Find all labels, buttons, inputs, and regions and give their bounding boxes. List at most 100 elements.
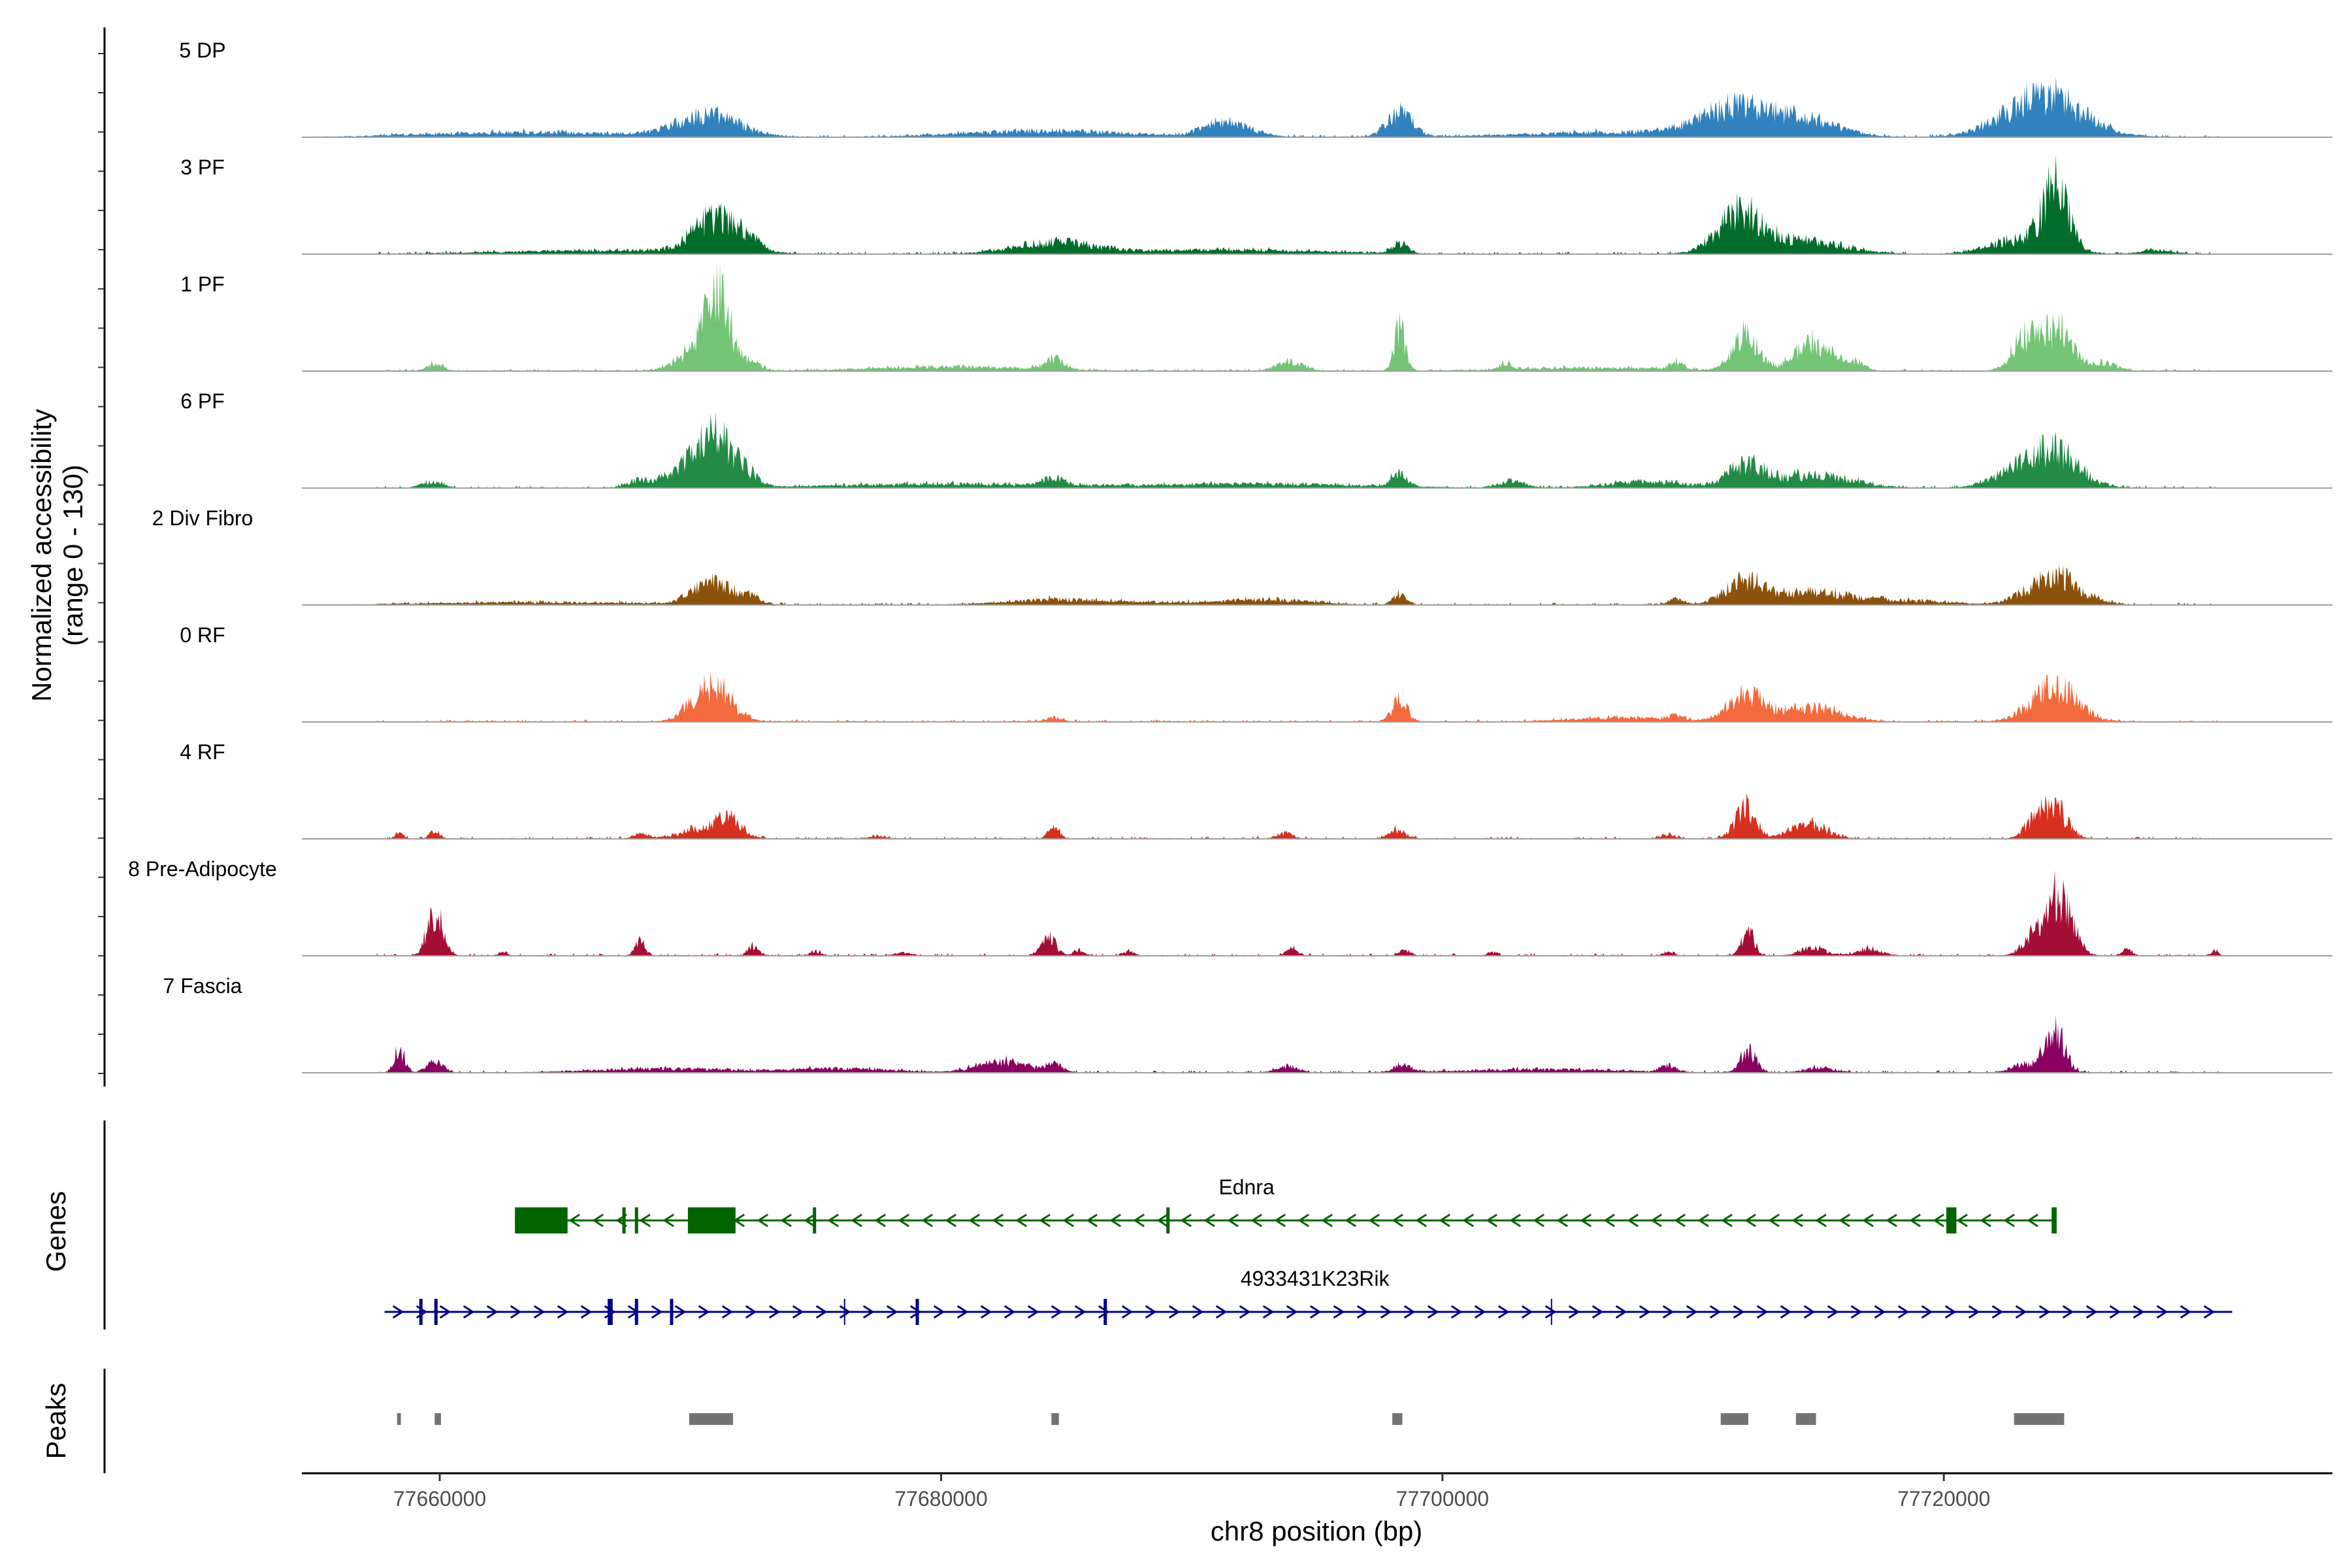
strand-arrow: [2038, 1305, 2051, 1319]
strand-arrow: [1356, 1305, 1369, 1319]
strand-arrow: [1815, 1213, 1827, 1228]
strand-arrow: [1991, 1305, 2004, 1319]
track-3-pf: 3 PF: [180, 154, 2332, 255]
strand-arrow: [510, 1305, 522, 1319]
strand-arrow: [580, 1305, 593, 1319]
coverage-area: [302, 564, 2332, 605]
track-label: 3 PF: [180, 155, 225, 179]
strand-arrow: [1345, 1213, 1356, 1228]
strand-arrow: [992, 1213, 1004, 1228]
strand-arrow: [1768, 1213, 1780, 1228]
genes-panel-label: Genes: [41, 1191, 71, 1272]
strand-arrow: [886, 1305, 898, 1319]
peak-region: [2014, 1413, 2065, 1425]
x-axis-title: chr8 position (bp): [1211, 1516, 1423, 1546]
track-6-pf: 6 PF: [180, 389, 2332, 489]
exon: [434, 1299, 438, 1325]
strand-arrow: [439, 1305, 451, 1319]
strand-arrow: [1133, 1213, 1145, 1228]
strand-arrow: [674, 1305, 687, 1319]
gene-name: 4933431K23Rik: [1241, 1267, 1390, 1290]
strand-arrow: [1380, 1305, 1392, 1319]
gene-4933431k23rik: 4933431K23Rik: [384, 1267, 2232, 1325]
strand-arrow: [909, 1305, 922, 1319]
strand-arrow: [1956, 1213, 1968, 1228]
track-7-fascia: 7 Fascia: [163, 974, 2332, 1073]
strand-arrow: [1450, 1305, 1463, 1319]
strand-arrow: [1462, 1213, 1474, 1228]
strand-arrow: [768, 1305, 781, 1319]
y-axis: Normalized accessibility (range 0 - 130)…: [26, 27, 1422, 1546]
exon: [670, 1299, 674, 1325]
coverage-area: [302, 76, 2332, 137]
coverage-area: [302, 672, 2332, 722]
gene-ednra: Ednra: [515, 1175, 2057, 1233]
strand-arrow: [1192, 1305, 1204, 1319]
track-1-pf: 1 PF: [180, 261, 2332, 372]
peak-region: [434, 1413, 441, 1425]
strand-arrow: [1897, 1305, 1910, 1319]
track-label: 1 PF: [180, 272, 225, 296]
peak-region: [1392, 1413, 1403, 1425]
strand-arrow: [804, 1213, 815, 1228]
strand-arrow: [1674, 1213, 1686, 1228]
strand-arrow: [2132, 1305, 2145, 1319]
track-0-rf: 0 RF: [180, 623, 2332, 723]
strand-arrow: [1697, 1213, 1709, 1228]
strand-arrow: [1250, 1213, 1262, 1228]
exon: [1946, 1207, 1957, 1233]
exon: [419, 1299, 423, 1325]
strand-arrow: [486, 1305, 498, 1319]
exon: [915, 1299, 919, 1325]
strand-arrow: [557, 1305, 569, 1319]
strand-arrow: [2203, 1305, 2215, 1319]
x-tick-label: 77680000: [894, 1487, 987, 1511]
strand-arrow: [1803, 1305, 1816, 1319]
strand-arrow: [1756, 1305, 1769, 1319]
exon: [843, 1299, 845, 1325]
strand-arrow: [851, 1213, 862, 1228]
strand-arrow: [592, 1213, 604, 1228]
strand-arrow: [1015, 1213, 1027, 1228]
track-label: 5 DP: [179, 39, 225, 62]
track-label: 6 PF: [180, 389, 225, 413]
strand-arrow: [1004, 1305, 1016, 1319]
coverage-area: [302, 793, 2332, 839]
peak-region: [1720, 1413, 1748, 1425]
strand-arrow: [956, 1305, 969, 1319]
strand-arrow: [2027, 1213, 2038, 1228]
exon: [1166, 1207, 1170, 1233]
strand-arrow: [1874, 1305, 1886, 1319]
strand-arrow: [1909, 1213, 1921, 1228]
gene-name: Ednra: [1218, 1175, 1275, 1199]
strand-arrow: [1862, 1213, 1874, 1228]
y-axis-range-label: (range 0 - 130): [57, 465, 88, 646]
strand-arrow: [1615, 1305, 1627, 1319]
strand-arrow: [1368, 1213, 1380, 1228]
strand-arrow: [639, 1213, 651, 1228]
strand-arrow: [1533, 1213, 1544, 1228]
strand-arrow: [780, 1213, 792, 1228]
strand-arrow: [1074, 1305, 1086, 1319]
strand-arrow: [1968, 1305, 1980, 1319]
strand-arrow: [1521, 1305, 1533, 1319]
strand-arrow: [392, 1305, 404, 1319]
strand-arrow: [1415, 1213, 1427, 1228]
track-label: 2 Div Fibro: [152, 506, 253, 530]
strand-arrow: [651, 1305, 663, 1319]
exon: [813, 1207, 817, 1233]
strand-arrow: [1098, 1305, 1110, 1319]
strand-arrow: [980, 1305, 992, 1319]
exon: [634, 1207, 638, 1233]
exon: [515, 1207, 568, 1233]
strand-arrow: [1215, 1305, 1228, 1319]
strand-arrow: [745, 1305, 757, 1319]
strand-arrow: [1403, 1305, 1416, 1319]
strand-arrow: [1474, 1305, 1486, 1319]
strand-arrow: [1392, 1213, 1403, 1228]
track-label: 8 Pre-Adipocyte: [128, 857, 277, 881]
strand-arrow: [1145, 1305, 1157, 1319]
strand-arrow: [1709, 1305, 1722, 1319]
x-tick-label: 77700000: [1396, 1487, 1489, 1511]
